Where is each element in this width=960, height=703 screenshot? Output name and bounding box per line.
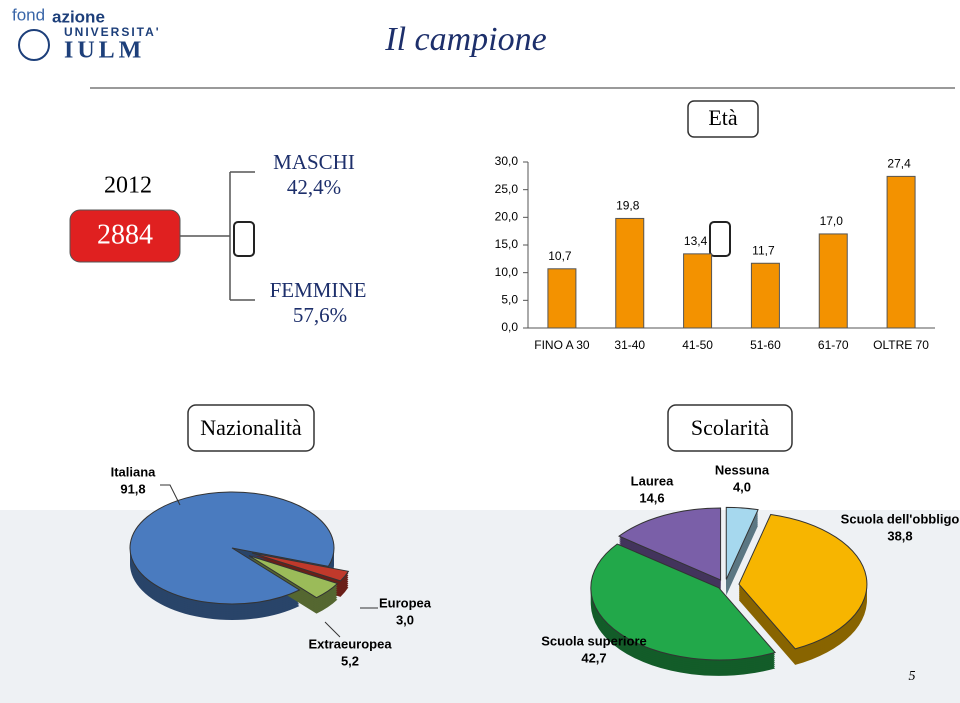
slice-label: Scuola superiore — [541, 633, 646, 648]
group-label: MASCHI — [273, 150, 355, 174]
slice — [129, 491, 335, 605]
slice — [590, 543, 776, 661]
slide-title: Il campione — [384, 21, 546, 58]
slice-value: 4,0 — [733, 479, 751, 494]
y-tick-label: 0,0 — [501, 320, 518, 334]
y-tick-label: 15,0 — [495, 237, 519, 251]
y-tick-label: 20,0 — [495, 210, 519, 224]
slice — [738, 513, 868, 650]
x-tick-label: 51-60 — [750, 338, 781, 352]
slice-label: Extraeuropea — [308, 636, 392, 651]
chart-title: Età — [708, 105, 738, 130]
slice-label: Nessuna — [715, 462, 770, 477]
x-tick-label: 31-40 — [614, 338, 645, 352]
y-tick-label: 5,0 — [501, 293, 518, 307]
slice-value: 91,8 — [120, 481, 145, 496]
x-tick-label: FINO A 30 — [534, 338, 590, 352]
slice-value: 14,6 — [639, 490, 664, 505]
title-box — [687, 100, 759, 138]
group-share: 57,6% — [293, 303, 347, 327]
bar — [750, 262, 780, 329]
value-label: 27,4 — [887, 157, 911, 171]
bar — [615, 217, 645, 329]
sample-year: 2012 — [104, 173, 152, 199]
logo-university: UNIVERSITA' — [64, 25, 161, 39]
x-tick-label: 61-70 — [818, 338, 849, 352]
slice-label: Italiana — [111, 464, 157, 479]
title-box — [187, 404, 315, 452]
split-lines — [180, 171, 255, 301]
chart-title: Nazionalità — [200, 415, 302, 440]
bar — [547, 268, 577, 329]
value-label: 11,7 — [752, 243, 775, 257]
leader-line — [160, 484, 181, 506]
x-tick-label: 41-50 — [682, 338, 713, 352]
slice — [618, 507, 722, 581]
logo-prefix: fond — [12, 5, 45, 24]
chart-title: Scolarità — [691, 415, 769, 440]
slice-label: Scuola dell'obbligo — [841, 511, 960, 526]
bracket-box — [709, 221, 731, 257]
bar — [683, 253, 713, 329]
x-tick-label: OLTRE 70 — [873, 338, 929, 352]
slice-value: 5,2 — [341, 653, 359, 668]
y-tick-label: 25,0 — [495, 182, 519, 196]
sample-size: 2884 — [97, 219, 153, 250]
title-box — [667, 404, 793, 452]
value-label: 19,8 — [616, 199, 640, 213]
group-label: FEMMINE — [270, 278, 367, 302]
logo-seal — [18, 29, 50, 61]
y-tick-label: 30,0 — [495, 154, 519, 168]
value-label: 10,7 — [548, 249, 572, 263]
logo-suffix: azione — [52, 7, 105, 26]
slice — [248, 555, 339, 599]
y-tick-label: 10,0 — [495, 265, 519, 279]
value-label: 13,4 — [684, 234, 708, 248]
value-label: 17,0 — [820, 214, 844, 228]
slice-label: Europea — [379, 595, 432, 610]
bar — [886, 175, 916, 329]
page-number: 5 — [909, 669, 916, 684]
leader-line — [324, 621, 341, 638]
group-share: 42,4% — [287, 175, 341, 199]
bar — [818, 233, 848, 329]
slice — [251, 552, 350, 582]
slice-value: 42,7 — [581, 650, 606, 665]
logo-name: IULM — [64, 38, 145, 64]
slice-label: Laurea — [631, 473, 674, 488]
slice-value: 38,8 — [887, 528, 912, 543]
bracket-box — [233, 221, 255, 257]
slice-value: 3,0 — [396, 612, 414, 627]
slice — [725, 506, 759, 580]
